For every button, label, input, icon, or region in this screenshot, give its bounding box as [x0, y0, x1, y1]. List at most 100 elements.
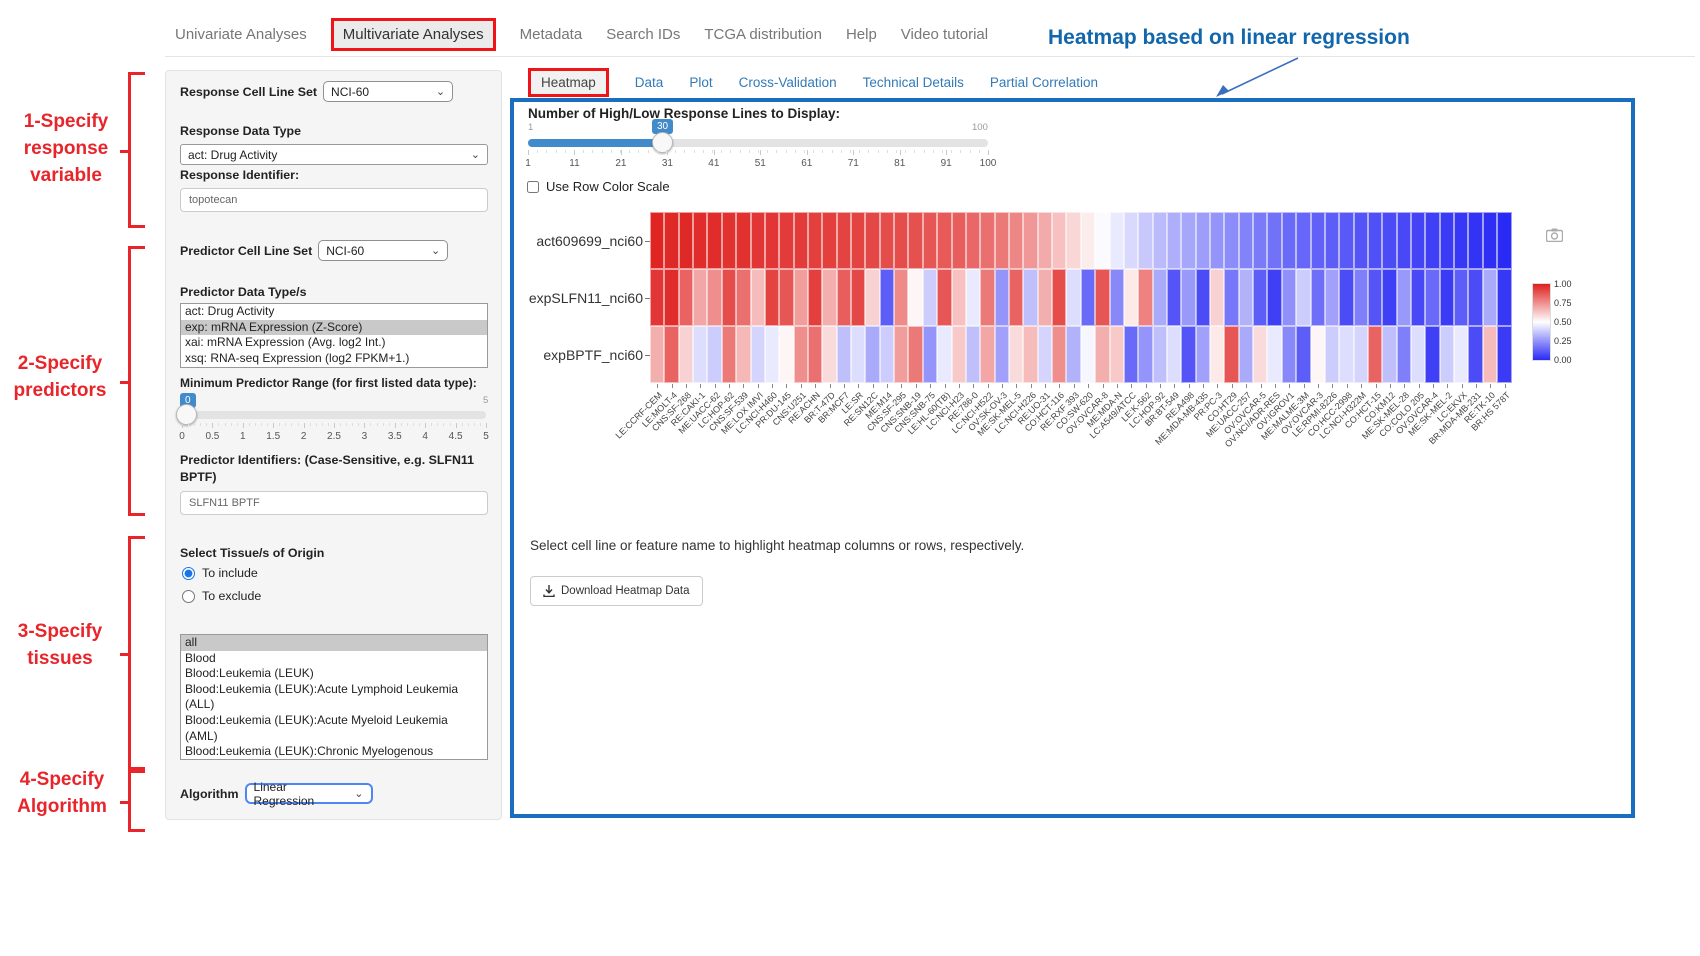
heatmap-cell	[693, 269, 708, 326]
heatmap-cell	[1281, 269, 1297, 326]
predictor-data-type-option-act-drug-activity[interactable]: act: Drug Activity	[185, 304, 275, 318]
response-cell-line-set-label: Response Cell Line Set	[180, 84, 318, 99]
row-color-checkbox[interactable]	[527, 180, 539, 193]
heatmap-cell	[1008, 212, 1024, 269]
tissue-option-blood-leukemia-leuk-chronic-myelogenous-leukemia-cml[interactable]: Blood:Leukemia (LEUK):Chronic Myelogenou…	[185, 744, 434, 759]
response-cell-line-select[interactable]: NCI-60 ⌄	[323, 81, 454, 102]
heatmap-cell	[1468, 326, 1483, 383]
heatmap-cell	[664, 326, 679, 383]
predictor-identifiers-input[interactable]	[180, 491, 488, 515]
heatmap-cell	[1497, 269, 1512, 326]
algorithm-select[interactable]: Linear Regression ⌄	[244, 780, 373, 808]
heatmap-cell	[836, 326, 852, 383]
heatmap-cell	[922, 269, 938, 326]
tab-data[interactable]: Data	[634, 75, 664, 90]
lines-slider-fill	[528, 139, 663, 147]
heatmap-cell	[937, 212, 952, 269]
heatmap-cell	[836, 269, 852, 326]
heatmap-cell	[1224, 269, 1239, 326]
step-annotation-2: 2-Specify predictors	[13, 353, 107, 401]
heatmap-cell	[1324, 212, 1340, 269]
heatmap-cell	[1454, 326, 1469, 383]
min-range-handle[interactable]	[176, 404, 197, 425]
response-identifier-label: Response Identifier:	[180, 168, 300, 182]
predictor-data-type-option-exp-mrna-expression-z-score[interactable]: exp: mRNA Expression (Z-Score)	[181, 319, 487, 336]
heatmap	[650, 212, 1512, 383]
heatmap-cell	[1468, 212, 1483, 269]
heatmap-cell	[822, 269, 837, 326]
include-radio-row[interactable]: To include	[182, 566, 258, 580]
heatmap-cell	[822, 326, 837, 383]
nav-item-help[interactable]: Help	[845, 25, 877, 43]
nav-item-search-ids[interactable]: Search IDs	[606, 25, 681, 43]
predictor-cell-line-select[interactable]: NCI-60 ⌄	[318, 240, 449, 261]
exclude-radio-row[interactable]: To exclude	[182, 589, 261, 603]
lines-slider-handle[interactable]	[652, 132, 673, 153]
heatmap-row-label[interactable]: act609699_nci60	[536, 232, 643, 249]
tab-cross-validation[interactable]: Cross-Validation	[738, 75, 837, 90]
response-identifier-input[interactable]	[180, 188, 488, 212]
heatmap-cell	[1181, 269, 1196, 326]
heatmap-cell	[807, 212, 823, 269]
tab-heatmap[interactable]: Heatmap	[528, 68, 609, 97]
legend-tick-label: 0.25	[1554, 336, 1572, 346]
lines-slider-track[interactable]	[528, 139, 988, 147]
tab-technical-details[interactable]: Technical Details	[862, 75, 964, 90]
heatmap-row-label[interactable]: expSLFN11_nci60	[528, 289, 643, 306]
predictor-data-type-option-xai-mrna-expression-avg-log2-int[interactable]: xai: mRNA Expression (Avg. log2 Int.)	[185, 335, 386, 350]
tissue-option-blood[interactable]: Blood	[185, 650, 216, 665]
heatmap-cell	[721, 269, 737, 326]
heatmap-cell	[865, 326, 880, 383]
response-data-type-label: Response Data Type	[180, 124, 301, 138]
heatmap-cell	[1195, 326, 1211, 383]
response-data-type-select[interactable]: act: Drug Activity ⌄	[180, 144, 488, 165]
tissue-option-all[interactable]: all	[181, 635, 487, 651]
heatmap-cell	[1138, 269, 1153, 326]
heatmap-cell	[1052, 326, 1067, 383]
heatmap-cell	[1152, 326, 1167, 383]
heatmap-cell	[1123, 212, 1139, 269]
nav-item-tcga-distribution[interactable]: TCGA distribution	[704, 25, 822, 43]
tab-plot[interactable]: Plot	[689, 75, 713, 90]
heatmap-cell	[994, 269, 1009, 326]
predictor-data-type-option-xsq-rna-seq-expression-log2-fpkm-1[interactable]: xsq: RNA-seq Expression (log2 FPKM+1.)	[185, 350, 410, 365]
nav-item-metadata[interactable]: Metadata	[519, 25, 583, 43]
annotation-heading: Heatmap based on linear regression	[1048, 26, 1410, 49]
heatmap-cell	[1138, 212, 1153, 269]
nav-item-multivariate-analyses[interactable]: Multivariate Analyses	[330, 17, 496, 51]
heatmap-cell	[1166, 269, 1182, 326]
tissue-option-blood-leukemia-leuk-acute-lymphoid-leukemia-all[interactable]: Blood:Leukemia (LEUK):Acute Lymphoid Leu…	[185, 681, 459, 712]
camera-icon[interactable]	[1546, 228, 1563, 242]
min-range-track[interactable]	[182, 411, 486, 419]
heatmap-cell	[693, 326, 708, 383]
heatmap-cell	[937, 269, 952, 326]
heatmap-cell	[1382, 212, 1397, 269]
nav-item-video-tutorial[interactable]: Video tutorial	[900, 25, 989, 43]
tab-partial-correlation[interactable]: Partial Correlation	[989, 75, 1098, 90]
heatmap-cell	[1195, 212, 1211, 269]
heatmap-cell	[1109, 212, 1124, 269]
step-bracket-3	[120, 536, 145, 770]
heatmap-cell	[865, 269, 880, 326]
heatmap-row-label[interactable]: expBPTF_nci60	[543, 346, 643, 363]
row-color-scale-row[interactable]: Use Row Color Scale	[527, 179, 670, 194]
response-cell-line-value: NCI-60	[331, 84, 370, 99]
heatmap-cell	[1439, 326, 1455, 383]
heatmap-cell	[1339, 212, 1354, 269]
heatmap-cell	[1411, 326, 1426, 383]
heatmap-cell	[1037, 212, 1053, 269]
include-radio[interactable]	[182, 566, 195, 580]
nav-item-univariate-analyses[interactable]: Univariate Analyses	[175, 25, 307, 43]
tissue-option-blood-leukemia-leuk[interactable]: Blood:Leukemia (LEUK)	[185, 666, 314, 681]
heatmap-cell	[693, 212, 708, 269]
download-icon	[543, 585, 555, 597]
download-heatmap-button[interactable]: Download Heatmap Data	[530, 576, 703, 606]
predictor-identifiers-label: Predictor Identifiers: (Case-Sensitive, …	[180, 453, 475, 484]
tissue-option-blood-leukemia-leuk-acute-myeloid-leukemia-aml[interactable]: Blood:Leukemia (LEUK):Acute Myeloid Leuk…	[185, 712, 448, 743]
heatmap-cell	[1095, 269, 1110, 326]
exclude-radio[interactable]	[182, 589, 195, 603]
heatmap-cell	[1210, 326, 1225, 383]
heatmap-cell	[707, 326, 722, 383]
heatmap-cell	[951, 269, 966, 326]
heatmap-cell	[1296, 269, 1311, 326]
